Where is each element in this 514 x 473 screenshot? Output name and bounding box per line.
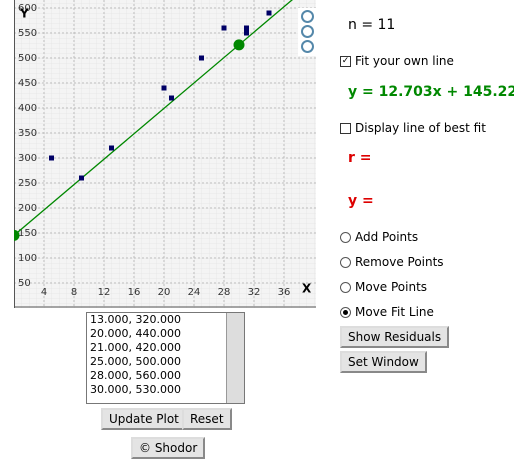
- fit-handle[interactable]: [9, 229, 20, 241]
- best-fit[interactable]: Display line of best fit: [340, 121, 486, 135]
- list-item[interactable]: 21.000, 420.000: [90, 341, 181, 354]
- y-tick-label: 100: [18, 253, 37, 264]
- x-tick-label: 28: [218, 287, 231, 298]
- fit-line: [14, 0, 293, 236]
- x-tick-label: 12: [98, 287, 111, 298]
- list-item[interactable]: 20.000, 440.000: [90, 327, 181, 340]
- mode-label: Remove Points: [355, 255, 444, 269]
- y-tick-label: 550: [18, 28, 37, 39]
- zoom-tools: [298, 8, 316, 56]
- mode-radio[interactable]: Add Points: [340, 230, 418, 244]
- mode-label: Move Points: [355, 280, 428, 294]
- point: [266, 10, 272, 16]
- y-tick-label: 150: [18, 228, 37, 239]
- mode-radio[interactable]: Move Fit Line: [340, 305, 434, 319]
- point: [161, 85, 167, 91]
- r-label: r =: [348, 150, 372, 166]
- point: [221, 25, 227, 31]
- y-tick-label: 400: [18, 103, 37, 114]
- y-tick-label: 50: [18, 278, 31, 289]
- list-item[interactable]: 25.000, 500.000: [90, 355, 181, 368]
- x-tick-label: 8: [71, 287, 77, 298]
- minor-grid: [14, 0, 316, 308]
- best-fit-text: Display line of best fit: [355, 121, 486, 135]
- point: [109, 145, 114, 151]
- scrollbar[interactable]: [226, 313, 244, 403]
- x-tick-label: 32: [248, 287, 261, 298]
- x-axis-label: X: [302, 282, 312, 296]
- button[interactable]: Update Plot: [101, 408, 187, 430]
- n-label: n = 11: [348, 17, 396, 33]
- y-tick-label: 350: [18, 128, 37, 139]
- mode-label: Move Fit Line: [355, 305, 434, 319]
- point: [199, 55, 204, 61]
- y-tick-label: 300: [18, 153, 37, 164]
- point: [79, 175, 84, 181]
- zoom-reset[interactable]: [301, 40, 314, 53]
- list-item[interactable]: 13.000, 320.000: [90, 313, 181, 326]
- point-list[interactable]: 13.000, 320.000 20.000, 440.000 21.000, 42…: [86, 312, 245, 404]
- plot[interactable]: 50 100 150 200 250 300 350 400 450 500 550 600 4 8 12 1…: [0, 0, 316, 310]
- mode-radio[interactable]: Remove Points: [340, 255, 444, 269]
- equation: y = 12.703x + 145.225: [348, 84, 514, 100]
- point: [169, 95, 174, 101]
- y-axis-label: Y: [19, 7, 29, 21]
- x-tick-label: 36: [278, 287, 291, 298]
- button[interactable]: © Shodor: [131, 437, 206, 459]
- x-tick-label: 24: [188, 287, 201, 298]
- y-tick-label: 500: [18, 53, 37, 64]
- button[interactable]: Reset: [182, 408, 232, 430]
- button[interactable]: Show Residuals: [340, 326, 450, 348]
- y-tick-label: 450: [18, 78, 37, 89]
- y-tick-label: 600: [18, 3, 37, 14]
- point: [244, 25, 249, 31]
- zoom-in[interactable]: [301, 10, 314, 23]
- fit-handle[interactable]: [233, 39, 245, 51]
- x-tick-label: 4: [41, 287, 47, 298]
- fit-own-line[interactable]: ✓ Fit your own line: [340, 54, 454, 68]
- y-tick-label: 250: [18, 178, 37, 189]
- list-item[interactable]: 28.000, 560.000: [90, 369, 181, 382]
- x-tick-label: 20: [158, 287, 171, 298]
- point: [49, 155, 54, 161]
- mode-label: Add Points: [355, 230, 419, 244]
- point: [244, 30, 249, 36]
- fit-own-line-text: Fit your own line: [355, 54, 454, 68]
- zoom-out[interactable]: [301, 25, 314, 38]
- y-eq-label: y =: [348, 193, 374, 209]
- button[interactable]: Set Window: [340, 351, 427, 373]
- x-tick-label: 16: [128, 287, 141, 298]
- list-item[interactable]: 30.000, 530.000: [90, 383, 181, 396]
- mode-radio[interactable]: Move Points: [340, 280, 427, 294]
- y-tick-label: 200: [18, 203, 37, 214]
